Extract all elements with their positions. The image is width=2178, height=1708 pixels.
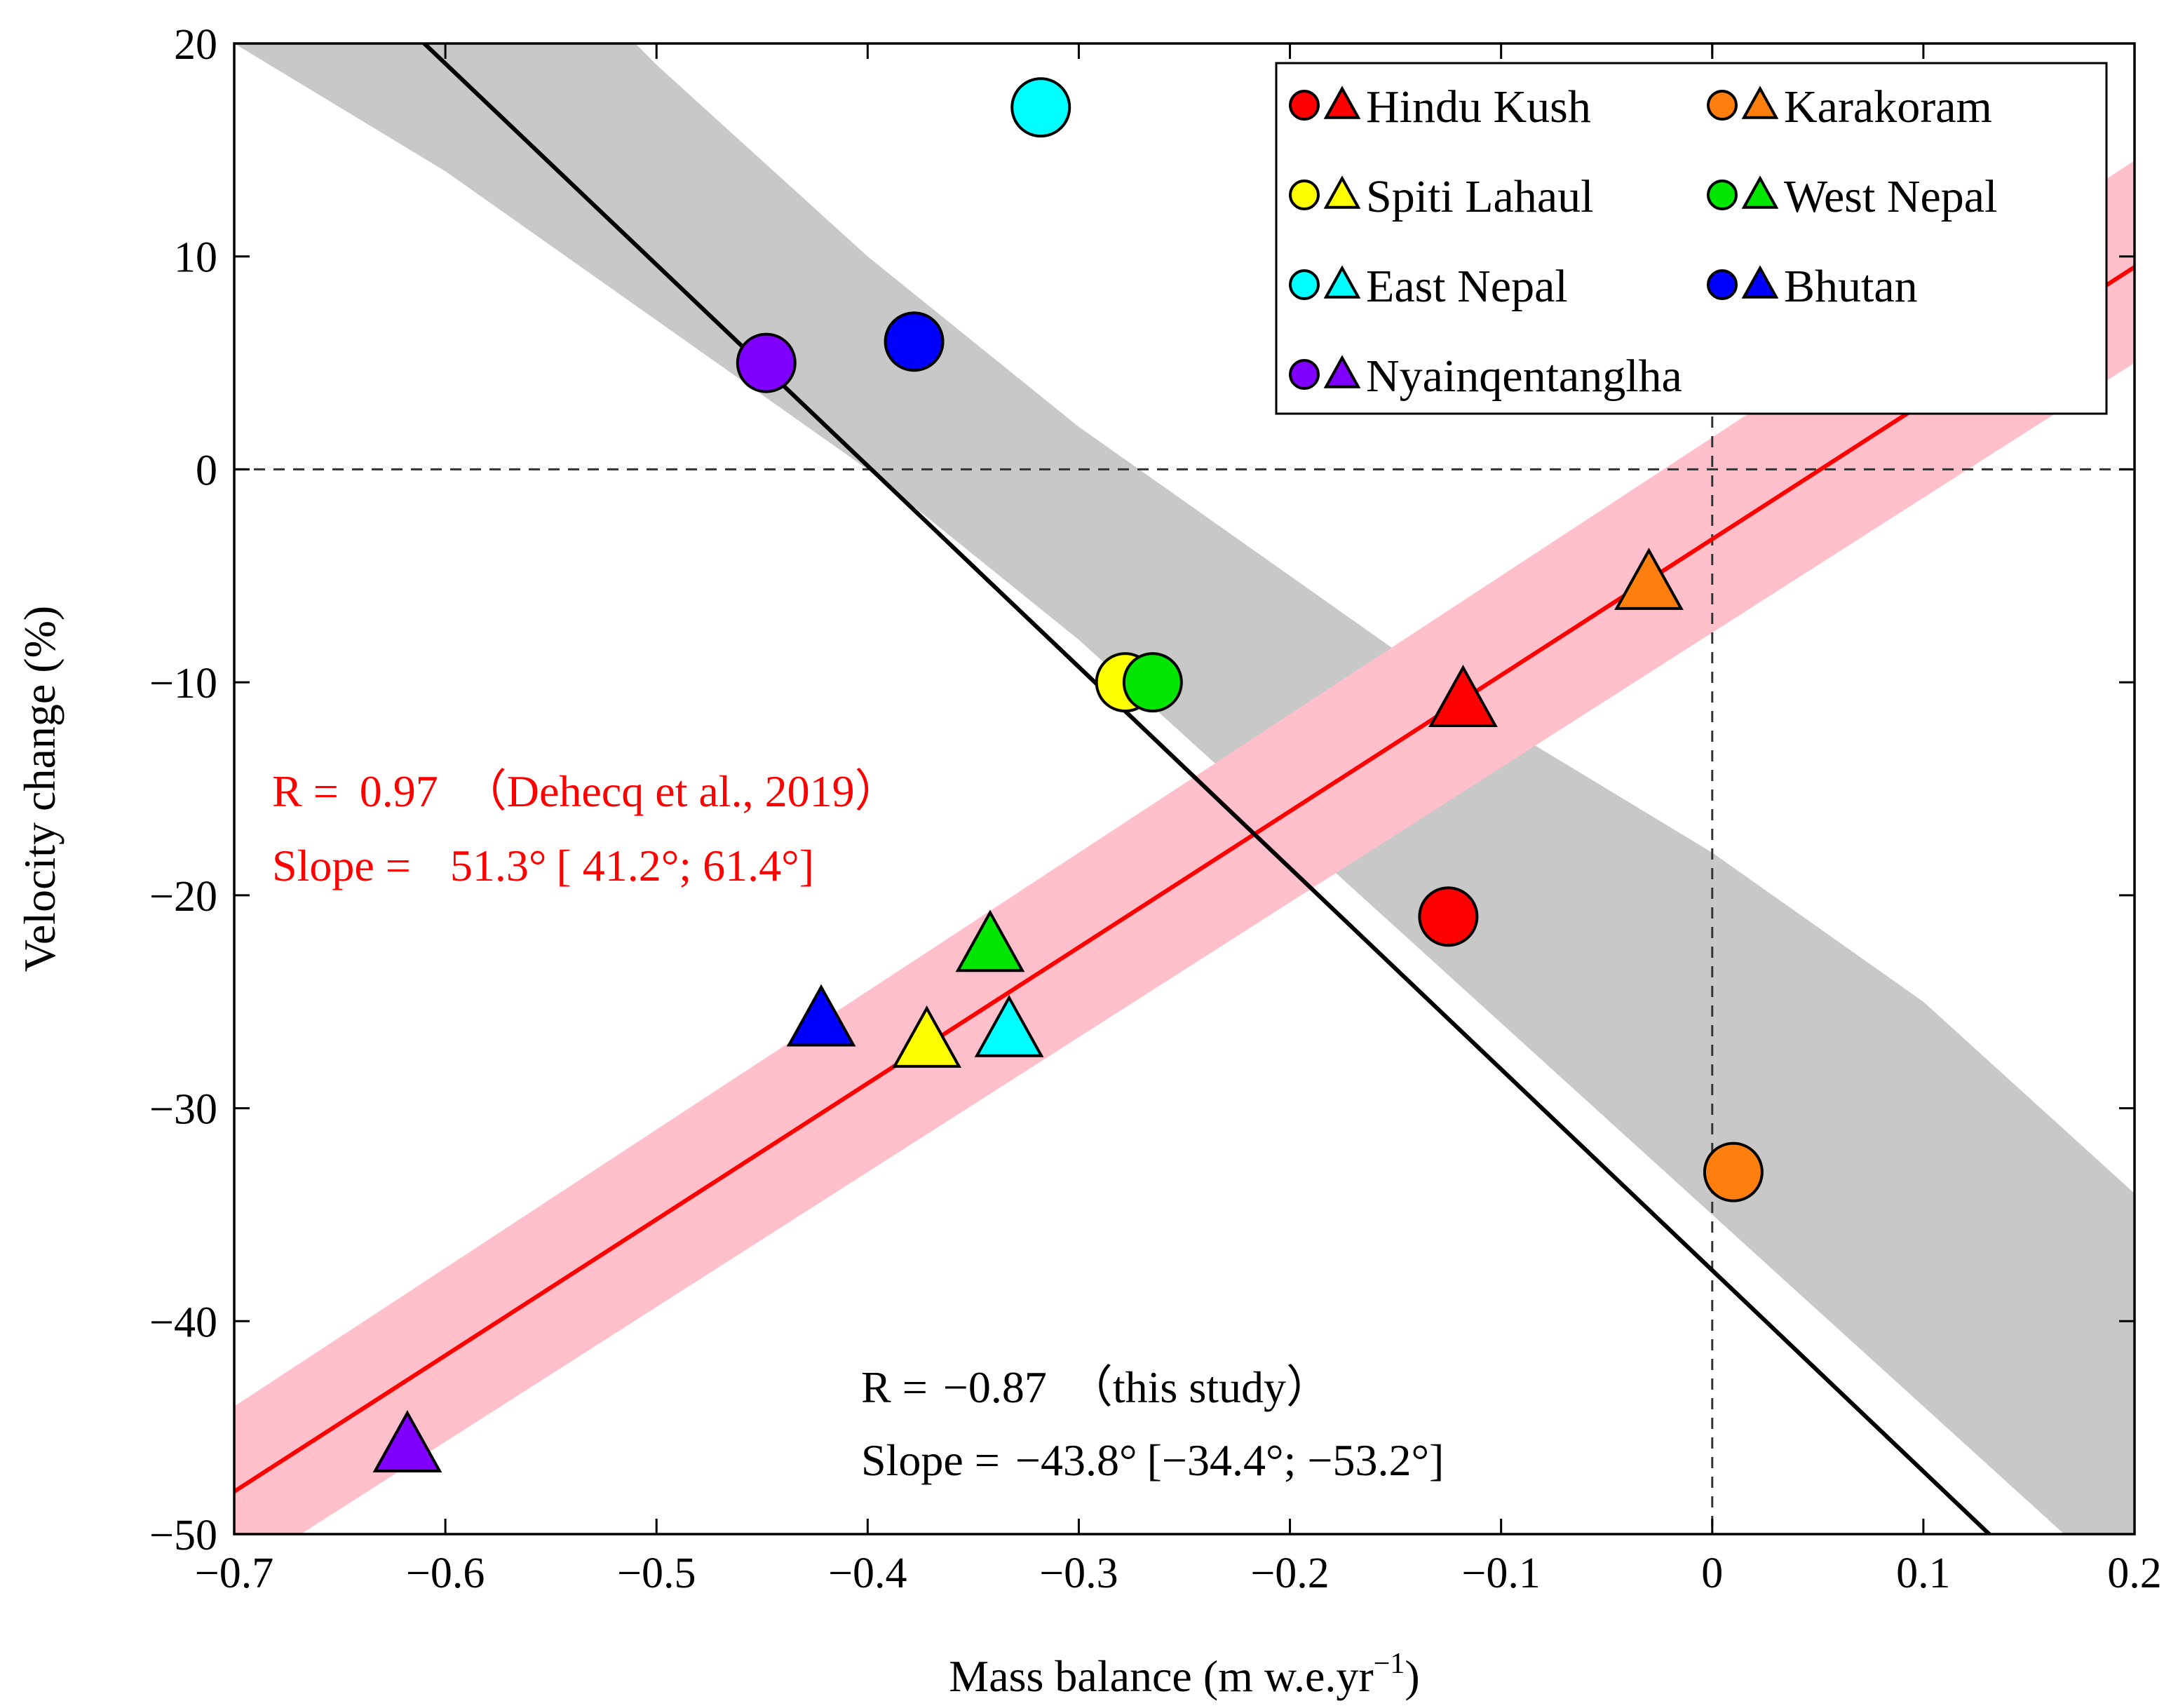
legend-item-west-nepal: West Nepal <box>1707 171 1997 222</box>
this-study-r-annotation: R = −0.87 （this study） <box>861 1362 1331 1412</box>
y-tick-label: −10 <box>149 660 217 707</box>
legend-triangle-hindu-kush <box>1323 86 1361 119</box>
triangle-point-bhutan <box>786 984 856 1047</box>
x-axis-label: Mass balance (m w.e.yr−1) <box>949 1648 1419 1701</box>
legend-box <box>1275 62 2108 415</box>
dehecq-slope-annotation: Slope = 51.3°[ 41.2°; 61.4°] <box>272 841 814 890</box>
legend-label: Hindu Kush <box>1366 81 1591 133</box>
circle-point-bhutan <box>884 311 945 372</box>
legend-circle-nyainqentanglha <box>1289 359 1320 390</box>
legend-label: Bhutan <box>1784 261 1918 312</box>
legend-triangle-east-nepal <box>1323 265 1361 299</box>
x-tick-label: −0.5 <box>617 1550 696 1597</box>
triangle-point-nyainqentanglha <box>372 1410 442 1472</box>
triangle-point-hindu-kush <box>1428 665 1498 727</box>
legend-circle-bhutan <box>1707 269 1738 300</box>
fit-line-this-study <box>421 43 1993 1534</box>
legend-circle-spiti-lahaul <box>1289 179 1320 210</box>
legend-triangle-spiti-lahaul <box>1323 175 1361 209</box>
legend-circle-karakoram <box>1707 90 1738 121</box>
plot-frame <box>233 42 2136 1536</box>
triangle-point-spiti-lahaul <box>892 1005 962 1068</box>
circle-point-karakoram <box>1703 1141 1764 1202</box>
legend-circle-west-nepal <box>1707 179 1738 210</box>
x-tick-label: −0.6 <box>406 1550 485 1597</box>
circle-point-hindu-kush <box>1418 886 1479 947</box>
legend-label: Spiti Lahaul <box>1366 171 1593 222</box>
legend-item-spiti-lahaul: Spiti Lahaul <box>1289 171 1593 222</box>
y-tick-label: −30 <box>149 1086 217 1134</box>
legend-circle-east-nepal <box>1289 269 1320 300</box>
x-tick-label: −0.3 <box>1039 1550 1118 1597</box>
axis-ticks: −0.7 −0.6 −0.5 −0.4 −0.3 −0.2 −0.1 0 0.1 0.2 20 10 0… <box>149 21 2162 1597</box>
legend: Hindu Kush Karakoram Spiti Lahaul West Nepa… <box>1275 62 2108 415</box>
legend-item-karakoram: Karakoram <box>1707 81 1992 133</box>
confidence-band-this-study <box>234 43 2135 1534</box>
x-tick-label: −0.2 <box>1250 1550 1329 1597</box>
legend-label: East Nepal <box>1366 261 1568 312</box>
legend-item-nyainqentanglha: Nyainqentanglha <box>1289 351 1682 402</box>
legend-triangle-nyainqentanglha <box>1323 355 1361 388</box>
x-tick-label: 0.1 <box>1896 1550 1951 1597</box>
data-markers <box>372 77 1764 1472</box>
circle-point-west-nepal <box>1122 652 1183 713</box>
x-tick-label: −0.7 <box>195 1550 273 1597</box>
y-tick-label: −40 <box>149 1299 217 1346</box>
confidence-band-dehecq <box>234 161 2135 1534</box>
triangle-point-east-nepal <box>974 994 1044 1057</box>
legend-circle-hindu-kush <box>1289 90 1320 121</box>
y-tick-label: 0 <box>196 447 217 494</box>
legend-label: Nyainqentanglha <box>1366 351 1682 402</box>
legend-triangle-karakoram <box>1741 86 1779 119</box>
legend-item-hindu-kush: Hindu Kush <box>1289 81 1591 133</box>
this-study-slope-annotation: Slope = −43.8° [−34.4°; −53.2°] <box>861 1435 1444 1485</box>
y-tick-label: −50 <box>149 1512 217 1559</box>
dehecq-r-annotation: R = 0.97 （Dehecq et al., 2019） <box>272 766 900 816</box>
x-tick-label: 0.2 <box>2107 1550 2162 1597</box>
y-tick-label: −20 <box>149 873 217 921</box>
x-tick-label: 0 <box>1701 1550 1723 1597</box>
y-tick-label: 20 <box>174 21 217 69</box>
legend-label: West Nepal <box>1784 171 1997 222</box>
triangle-point-karakoram <box>1614 548 1684 610</box>
legend-item-bhutan: Bhutan <box>1707 261 1918 312</box>
legend-label: Karakoram <box>1784 81 1992 133</box>
legend-triangle-west-nepal <box>1741 175 1779 209</box>
y-axis-label: Velocity change (%) <box>15 606 65 972</box>
fit-line-dehecq <box>234 265 2135 1493</box>
circle-point-nyainqentanglha <box>736 332 797 393</box>
x-tick-label: −0.1 <box>1461 1550 1540 1597</box>
x-tick-label: −0.4 <box>828 1550 907 1597</box>
legend-item-east-nepal: East Nepal <box>1289 261 1568 312</box>
legend-triangle-bhutan <box>1741 265 1779 299</box>
y-tick-label: 10 <box>174 234 217 282</box>
triangle-point-west-nepal <box>955 909 1025 972</box>
circle-point-east-nepal <box>1010 77 1071 138</box>
